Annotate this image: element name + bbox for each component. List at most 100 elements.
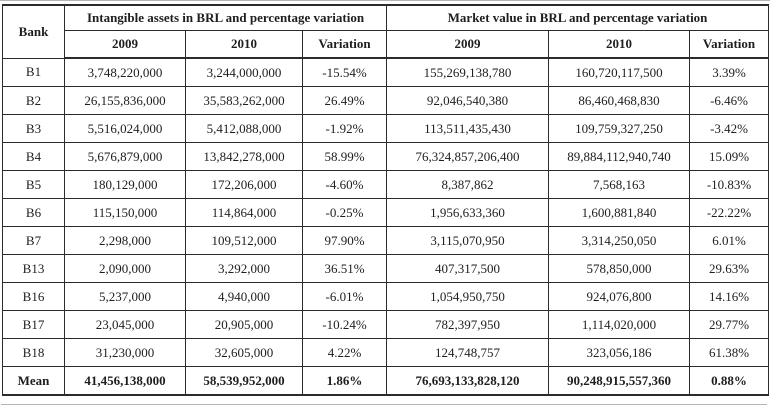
value-cell: 15.09% (689, 142, 770, 171)
value-cell: -10.83% (689, 170, 770, 199)
value-cell: 26.49% (301, 86, 388, 115)
value-cell: 7,568,163 (548, 170, 691, 199)
value-cell: 14.16% (689, 282, 770, 311)
value-cell: 3.39% (689, 57, 770, 87)
value-cell: 90,248,915,557,360 (548, 366, 691, 396)
bank-cell: B18 (2, 338, 65, 367)
value-cell: 1,956,633,360 (386, 198, 550, 227)
value-cell: 13,842,278,000 (185, 142, 303, 171)
mean-row: Mean 41,456,138,000 58,539,952,000 1.86% 76,… (2, 366, 770, 396)
value-cell: 35,583,262,000 (185, 86, 303, 115)
value-cell: 115,150,000 (64, 198, 186, 227)
table-row: B1 3,748,220,000 3,244,000,000 -15.54% 155,2… (2, 57, 770, 87)
top-rule (0, 0, 770, 1)
value-cell: 109,759,327,250 (548, 114, 691, 143)
bank-cell: Mean (2, 366, 65, 396)
intangible-2010-header: 2010 (185, 30, 303, 59)
value-cell: 58,539,952,000 (185, 366, 303, 396)
value-cell: 31,230,000 (64, 338, 186, 367)
value-cell: 2,090,000 (64, 254, 186, 283)
group-header-row: Bank Intangible assets in BRL and percen… (2, 4, 770, 59)
value-cell: 172,206,000 (185, 170, 303, 199)
table-row: B17 23,045,000 20,905,000 -10.24% 782,397,95… (2, 310, 770, 339)
value-cell: 2,298,000 (64, 226, 186, 255)
market-2010-header: 2010 (548, 30, 691, 59)
value-cell: -22.22% (689, 198, 770, 227)
bank-cell: B7 (2, 226, 65, 255)
table-row: B2 26,155,836,000 35,583,262,000 26.49% 92,0… (2, 86, 770, 115)
bank-cell: B5 (2, 170, 65, 199)
value-cell: 4.22% (301, 338, 388, 367)
value-cell: 3,244,000,000 (185, 57, 303, 87)
value-cell: 32,605,000 (185, 338, 303, 367)
value-cell: 76,693,133,828,120 (386, 366, 550, 396)
value-cell: 97.90% (301, 226, 388, 255)
value-cell: 36.51% (301, 254, 388, 283)
value-cell: 323,056,186 (548, 338, 691, 367)
value-cell: 86,460,468,830 (548, 86, 691, 115)
value-cell: 3,748,220,000 (64, 57, 186, 87)
table-row: B13 2,090,000 3,292,000 36.51% 407,317,500 57… (2, 254, 770, 283)
value-cell: -0.25% (301, 198, 388, 227)
value-cell: 155,269,138,780 (386, 57, 550, 87)
value-cell: 578,850,000 (548, 254, 691, 283)
value-cell: 1,600,881,840 (548, 198, 691, 227)
value-cell: 29.63% (689, 254, 770, 283)
table-row: B6 115,150,000 114,864,000 -0.25% 1,956,633,… (2, 198, 770, 227)
bank-cell: B2 (2, 86, 65, 115)
value-cell: -6.46% (689, 86, 770, 115)
value-cell: -3.42% (689, 114, 770, 143)
value-cell: 26,155,836,000 (64, 86, 186, 115)
bottom-rule (1, 404, 767, 405)
value-cell: 5,516,024,000 (64, 114, 186, 143)
value-cell: 8,387,862 (386, 170, 550, 199)
value-cell: 160,720,117,500 (548, 57, 691, 87)
value-cell: -6.01% (301, 282, 388, 311)
value-cell: 92,046,540,380 (386, 86, 550, 115)
value-cell: 3,292,000 (185, 254, 303, 283)
value-cell: 29.77% (689, 310, 770, 339)
table-row: B3 5,516,024,000 5,412,088,000 -1.92% 113,51… (2, 114, 770, 143)
bank-cell: B16 (2, 282, 65, 311)
table-header: Bank Intangible assets in BRL and percen… (2, 4, 770, 59)
table-row: B4 5,676,879,000 13,842,278,000 58.99% 76,32… (2, 142, 770, 171)
value-cell: 58.99% (301, 142, 388, 171)
value-cell: 61.38% (689, 338, 770, 367)
value-cell: 109,512,000 (185, 226, 303, 255)
value-cell: 0.88% (689, 366, 770, 396)
value-cell: 407,317,500 (386, 254, 550, 283)
value-cell: 5,412,088,000 (185, 114, 303, 143)
table-row: B18 31,230,000 32,605,000 4.22% 124,748,757 3… (2, 338, 770, 367)
market-value-group-header: Market value in BRL and percentage varia… (386, 4, 770, 31)
value-cell: 180,129,000 (64, 170, 186, 199)
intangible-assets-group-header: Intangible assets in BRL and percentage … (63, 4, 388, 31)
market-variation-header: Variation (689, 30, 770, 59)
value-cell: 1,054,950,750 (386, 282, 550, 311)
value-cell: 6.01% (689, 226, 770, 255)
value-cell: -10.24% (301, 310, 388, 339)
value-cell: -4.60% (301, 170, 388, 199)
bank-cell: B17 (2, 310, 65, 339)
value-cell: 4,940,000 (185, 282, 303, 311)
bank-cell: B13 (2, 254, 65, 283)
value-cell: 5,237,000 (64, 282, 186, 311)
value-cell: 76,324,857,206,400 (386, 142, 550, 171)
value-cell: 782,397,950 (386, 310, 550, 339)
value-cell: 3,314,250,050 (548, 226, 691, 255)
value-cell: 3,115,070,950 (386, 226, 550, 255)
bank-cell: B4 (2, 142, 65, 171)
value-cell: 1,114,020,000 (548, 310, 691, 339)
bank-cell: B3 (2, 114, 65, 143)
value-cell: 924,076,800 (548, 282, 691, 311)
bank-column-header: Bank (2, 4, 65, 59)
value-cell: 114,864,000 (185, 198, 303, 227)
value-cell: -1.92% (301, 114, 388, 143)
table-row: B7 2,298,000 109,512,000 97.90% 3,115,070,95… (2, 226, 770, 255)
value-cell: 113,511,435,430 (386, 114, 550, 143)
value-cell: 23,045,000 (64, 310, 186, 339)
bank-cell: B6 (2, 198, 65, 227)
bank-cell: B1 (2, 57, 65, 87)
table-row: B5 180,129,000 172,206,000 -4.60% 8,387,862 7… (2, 170, 770, 199)
value-cell: 124,748,757 (386, 338, 550, 367)
